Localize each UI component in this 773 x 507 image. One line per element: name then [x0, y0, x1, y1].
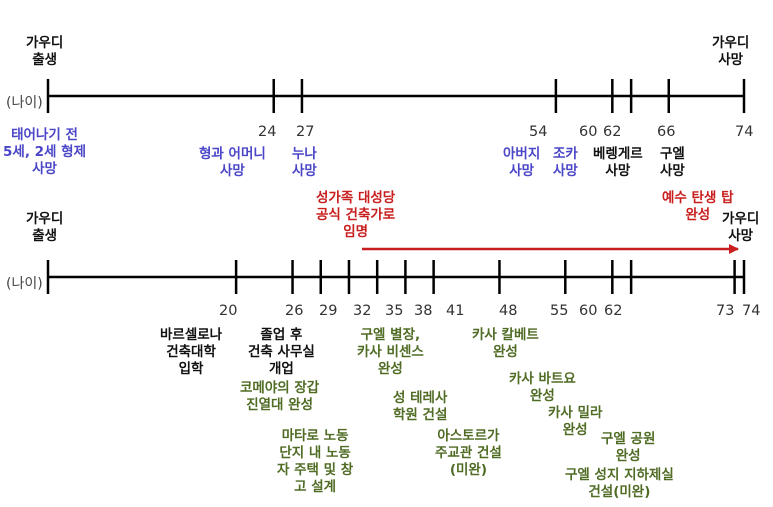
event-comella-showcase: 코메야의 장갑 진열대 완성 [240, 380, 320, 413]
bottom-age-55: 55 [550, 303, 569, 319]
bottom-age-32: 32 [353, 303, 372, 319]
top-event-siblings-death: 태어나기 전 5세, 2세 형제 사망 [3, 127, 86, 177]
bottom-age-60: 60 [579, 303, 598, 319]
top-event-sister-death: 누나 사망 [292, 146, 317, 179]
event-casa-calvet: 카사 칼베트 완성 [472, 327, 539, 360]
top-age-54: 54 [529, 124, 548, 140]
top-age-27: 27 [296, 124, 315, 140]
top-event-brother-mother-death: 형과 어머니 사망 [199, 146, 266, 179]
event-casa-mila: 카사 밀라 완성 [548, 405, 603, 438]
bottom-age-62: 62 [604, 303, 623, 319]
bottom-age-73: 73 [716, 303, 735, 319]
bottom-age-26: 26 [285, 303, 304, 319]
event-casa-batllo: 카사 바트요 완성 [509, 371, 576, 404]
event-santa-teresa-school: 성 테레사 학원 건설 [393, 390, 448, 423]
top-event-father-death: 아버지 사망 [503, 146, 541, 179]
event-university-entry: 바르셀로나 건축대학 입학 [160, 327, 223, 377]
bottom-axis-unit: (나이) [6, 276, 43, 292]
bottom-age-20: 20 [219, 303, 238, 319]
bottom-timeline-axis [46, 260, 746, 294]
bottom-age-29: 29 [319, 303, 338, 319]
arrow-label-architect-appointment: 성가족 대성당 공식 건축가로 임명 [316, 190, 396, 240]
bottom-age-41: 41 [446, 303, 465, 319]
top-age-60: 60 [579, 124, 598, 140]
top-age-66: 66 [657, 124, 676, 140]
event-colonia-guell-crypt: 구엘 성지 지하제실 건설(미완) [565, 467, 674, 500]
bottom-age-48: 48 [499, 303, 518, 319]
top-event-guell-death: 구엘 사망 [660, 146, 685, 179]
bottom-age-74: 74 [742, 303, 761, 319]
bottom-age-38: 38 [414, 303, 433, 319]
top-age-74: 74 [735, 124, 754, 140]
event-guell-pavilion-vicens: 구엘 별장, 카사 비센스 완성 [357, 327, 424, 377]
bottom-age-35: 35 [385, 303, 404, 319]
event-park-guell: 구엘 공원 완성 [601, 431, 656, 464]
top-event-nephew-death: 조카 사망 [553, 146, 578, 179]
top-end-label: 가우디 사망 [712, 35, 750, 68]
top-age-24: 24 [258, 124, 277, 140]
event-astorga-palace: 아스토르가 주교관 건설 (미완) [435, 428, 502, 478]
top-start-label: 가우디 출생 [26, 35, 64, 68]
top-axis-unit: (나이) [6, 95, 43, 111]
top-event-berenguer-death: 베렝게르 사망 [593, 146, 643, 179]
nativity-tower-label: 예수 탄생 탑 완성 [662, 190, 734, 223]
event-graduation-office: 졸업 후 건축 사무실 개업 [248, 327, 315, 377]
bottom-end-label: 가우디 사망 [722, 211, 760, 244]
bottom-start-label: 가우디 출생 [26, 211, 64, 244]
top-age-62: 62 [603, 124, 622, 140]
top-timeline-axis [46, 79, 746, 113]
